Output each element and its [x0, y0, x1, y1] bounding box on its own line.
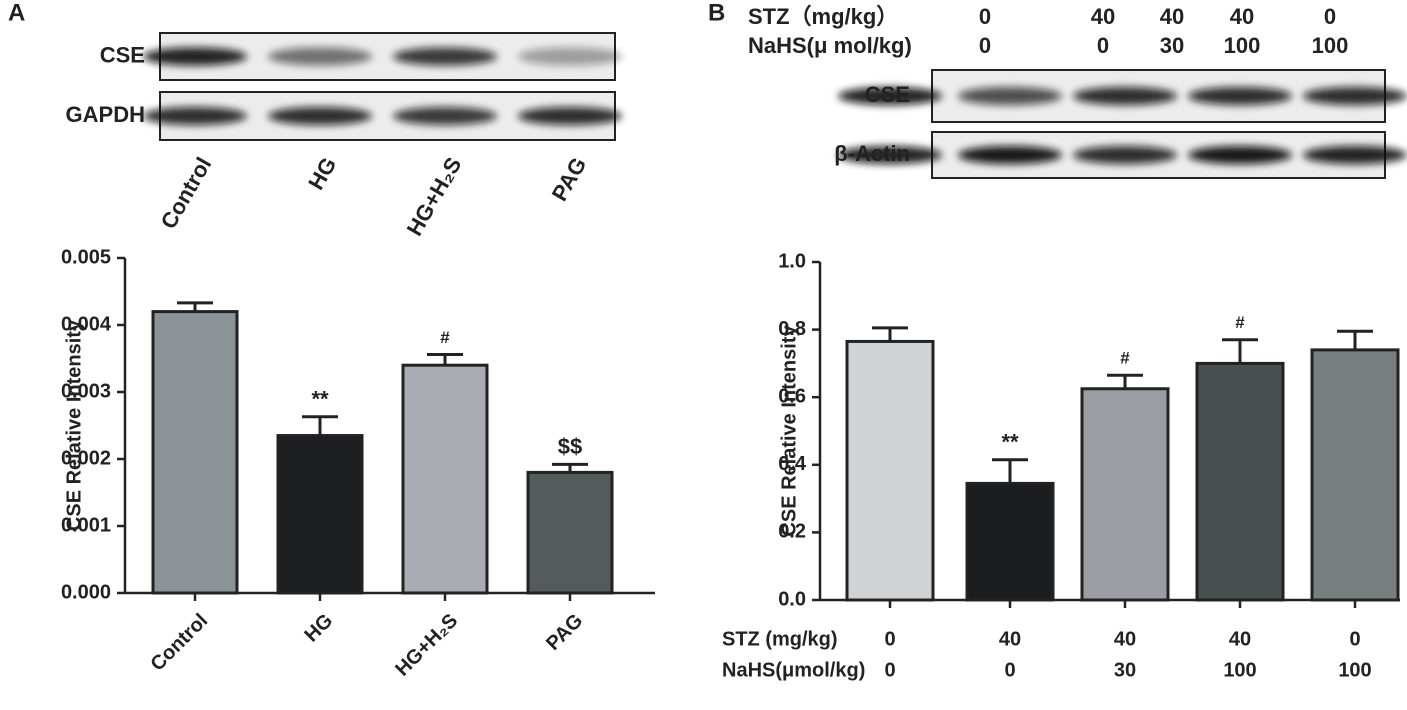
header-value: 0: [979, 4, 991, 29]
lane-label: HG+H₂S: [402, 153, 467, 240]
x-tick-label: 40: [1229, 628, 1251, 650]
x-tick-label: 0: [884, 628, 895, 650]
x-tick-label: 100: [1338, 659, 1371, 681]
lane-label: Control: [156, 153, 217, 233]
bar: [965, 481, 1055, 602]
y-tick-label: 0.001: [61, 514, 111, 536]
blot-band: [1303, 146, 1407, 164]
blot-band: [268, 47, 372, 66]
header-value: 0: [1324, 4, 1336, 29]
bar: [401, 363, 489, 595]
x-tick-label: 0: [1349, 628, 1360, 650]
header-label: STZ（mg/kg）: [748, 4, 898, 29]
x-tick-label: PAG: [542, 610, 587, 655]
y-tick-label: 0.000: [61, 581, 111, 603]
panel-label: A: [8, 0, 25, 26]
x-tick-label: 40: [1114, 628, 1136, 650]
annotation: #: [1120, 349, 1130, 368]
blot-row-label: GAPDH: [66, 102, 145, 127]
blot-band: [1073, 87, 1177, 105]
annotation: **: [1001, 430, 1019, 455]
blot-band: [1303, 87, 1407, 105]
blot-band: [958, 146, 1062, 164]
bar: [151, 310, 239, 595]
lane-label: PAG: [547, 153, 592, 205]
header-value: 0: [979, 33, 991, 58]
y-tick-label: 0.2: [778, 521, 806, 543]
x-tick-label: HG: [301, 610, 338, 647]
blot-band: [393, 107, 497, 125]
y-tick-label: 0.8: [778, 318, 806, 340]
blot-band: [393, 47, 497, 66]
header-value: 100: [1224, 33, 1261, 58]
header-label: NaHS(μ mol/kg): [748, 33, 912, 58]
blot-band: [268, 107, 372, 125]
x-row-label: STZ (mg/kg): [722, 628, 838, 650]
bar: [276, 434, 364, 595]
annotation: #: [1235, 313, 1245, 332]
y-tick-label: 0.002: [61, 447, 111, 469]
blot-row-label: CSE: [100, 42, 145, 67]
header-value: 40: [1091, 4, 1115, 29]
blot-band: [1188, 87, 1292, 105]
blot-row-label: β-Actin: [834, 141, 910, 166]
header-value: 40: [1230, 4, 1254, 29]
y-axis-label: CSE Relative Intensity: [63, 319, 85, 531]
y-tick-label: 0.005: [61, 246, 111, 268]
y-tick-label: 0.0: [778, 588, 806, 610]
y-tick-label: 0.6: [778, 385, 806, 407]
lane-label: HG: [303, 153, 341, 194]
blot-band: [1188, 146, 1292, 164]
blot-band: [143, 107, 247, 125]
x-tick-label: 0: [884, 659, 895, 681]
header-value: 30: [1160, 33, 1184, 58]
panel-label: B: [708, 0, 725, 26]
blot-band: [838, 146, 942, 164]
y-tick-label: 0.4: [778, 453, 807, 475]
blot-band: [518, 107, 622, 125]
x-row-label: NaHS(μmol/kg): [722, 659, 865, 681]
x-tick-label: Control: [146, 610, 212, 676]
annotation: $$: [558, 434, 582, 459]
blot-band: [518, 47, 622, 66]
blot-band: [838, 87, 942, 105]
blot-band: [143, 47, 247, 66]
blot-band: [1073, 146, 1177, 164]
header-value: 100: [1312, 33, 1349, 58]
bar: [526, 470, 614, 595]
annotation: #: [440, 328, 450, 347]
y-tick-label: 0.003: [61, 380, 111, 402]
bar: [1310, 348, 1400, 602]
x-tick-label: HG+H₂S: [391, 610, 462, 681]
x-tick-label: 40: [999, 628, 1021, 650]
x-tick-label: 100: [1223, 659, 1256, 681]
x-tick-label: 30: [1114, 659, 1136, 681]
y-tick-label: 1.0: [778, 250, 806, 272]
header-value: 40: [1160, 4, 1184, 29]
annotation: **: [311, 387, 329, 412]
bar: [845, 339, 935, 602]
y-axis-label: CSE Relative Intensity: [778, 325, 800, 537]
y-tick-label: 0.004: [61, 313, 112, 335]
bar: [1080, 387, 1170, 602]
x-tick-label: 0: [1004, 659, 1015, 681]
header-value: 0: [1097, 33, 1109, 58]
blot-band: [958, 87, 1062, 105]
blot-row-label: CSE: [865, 82, 910, 107]
bar: [1195, 361, 1285, 602]
